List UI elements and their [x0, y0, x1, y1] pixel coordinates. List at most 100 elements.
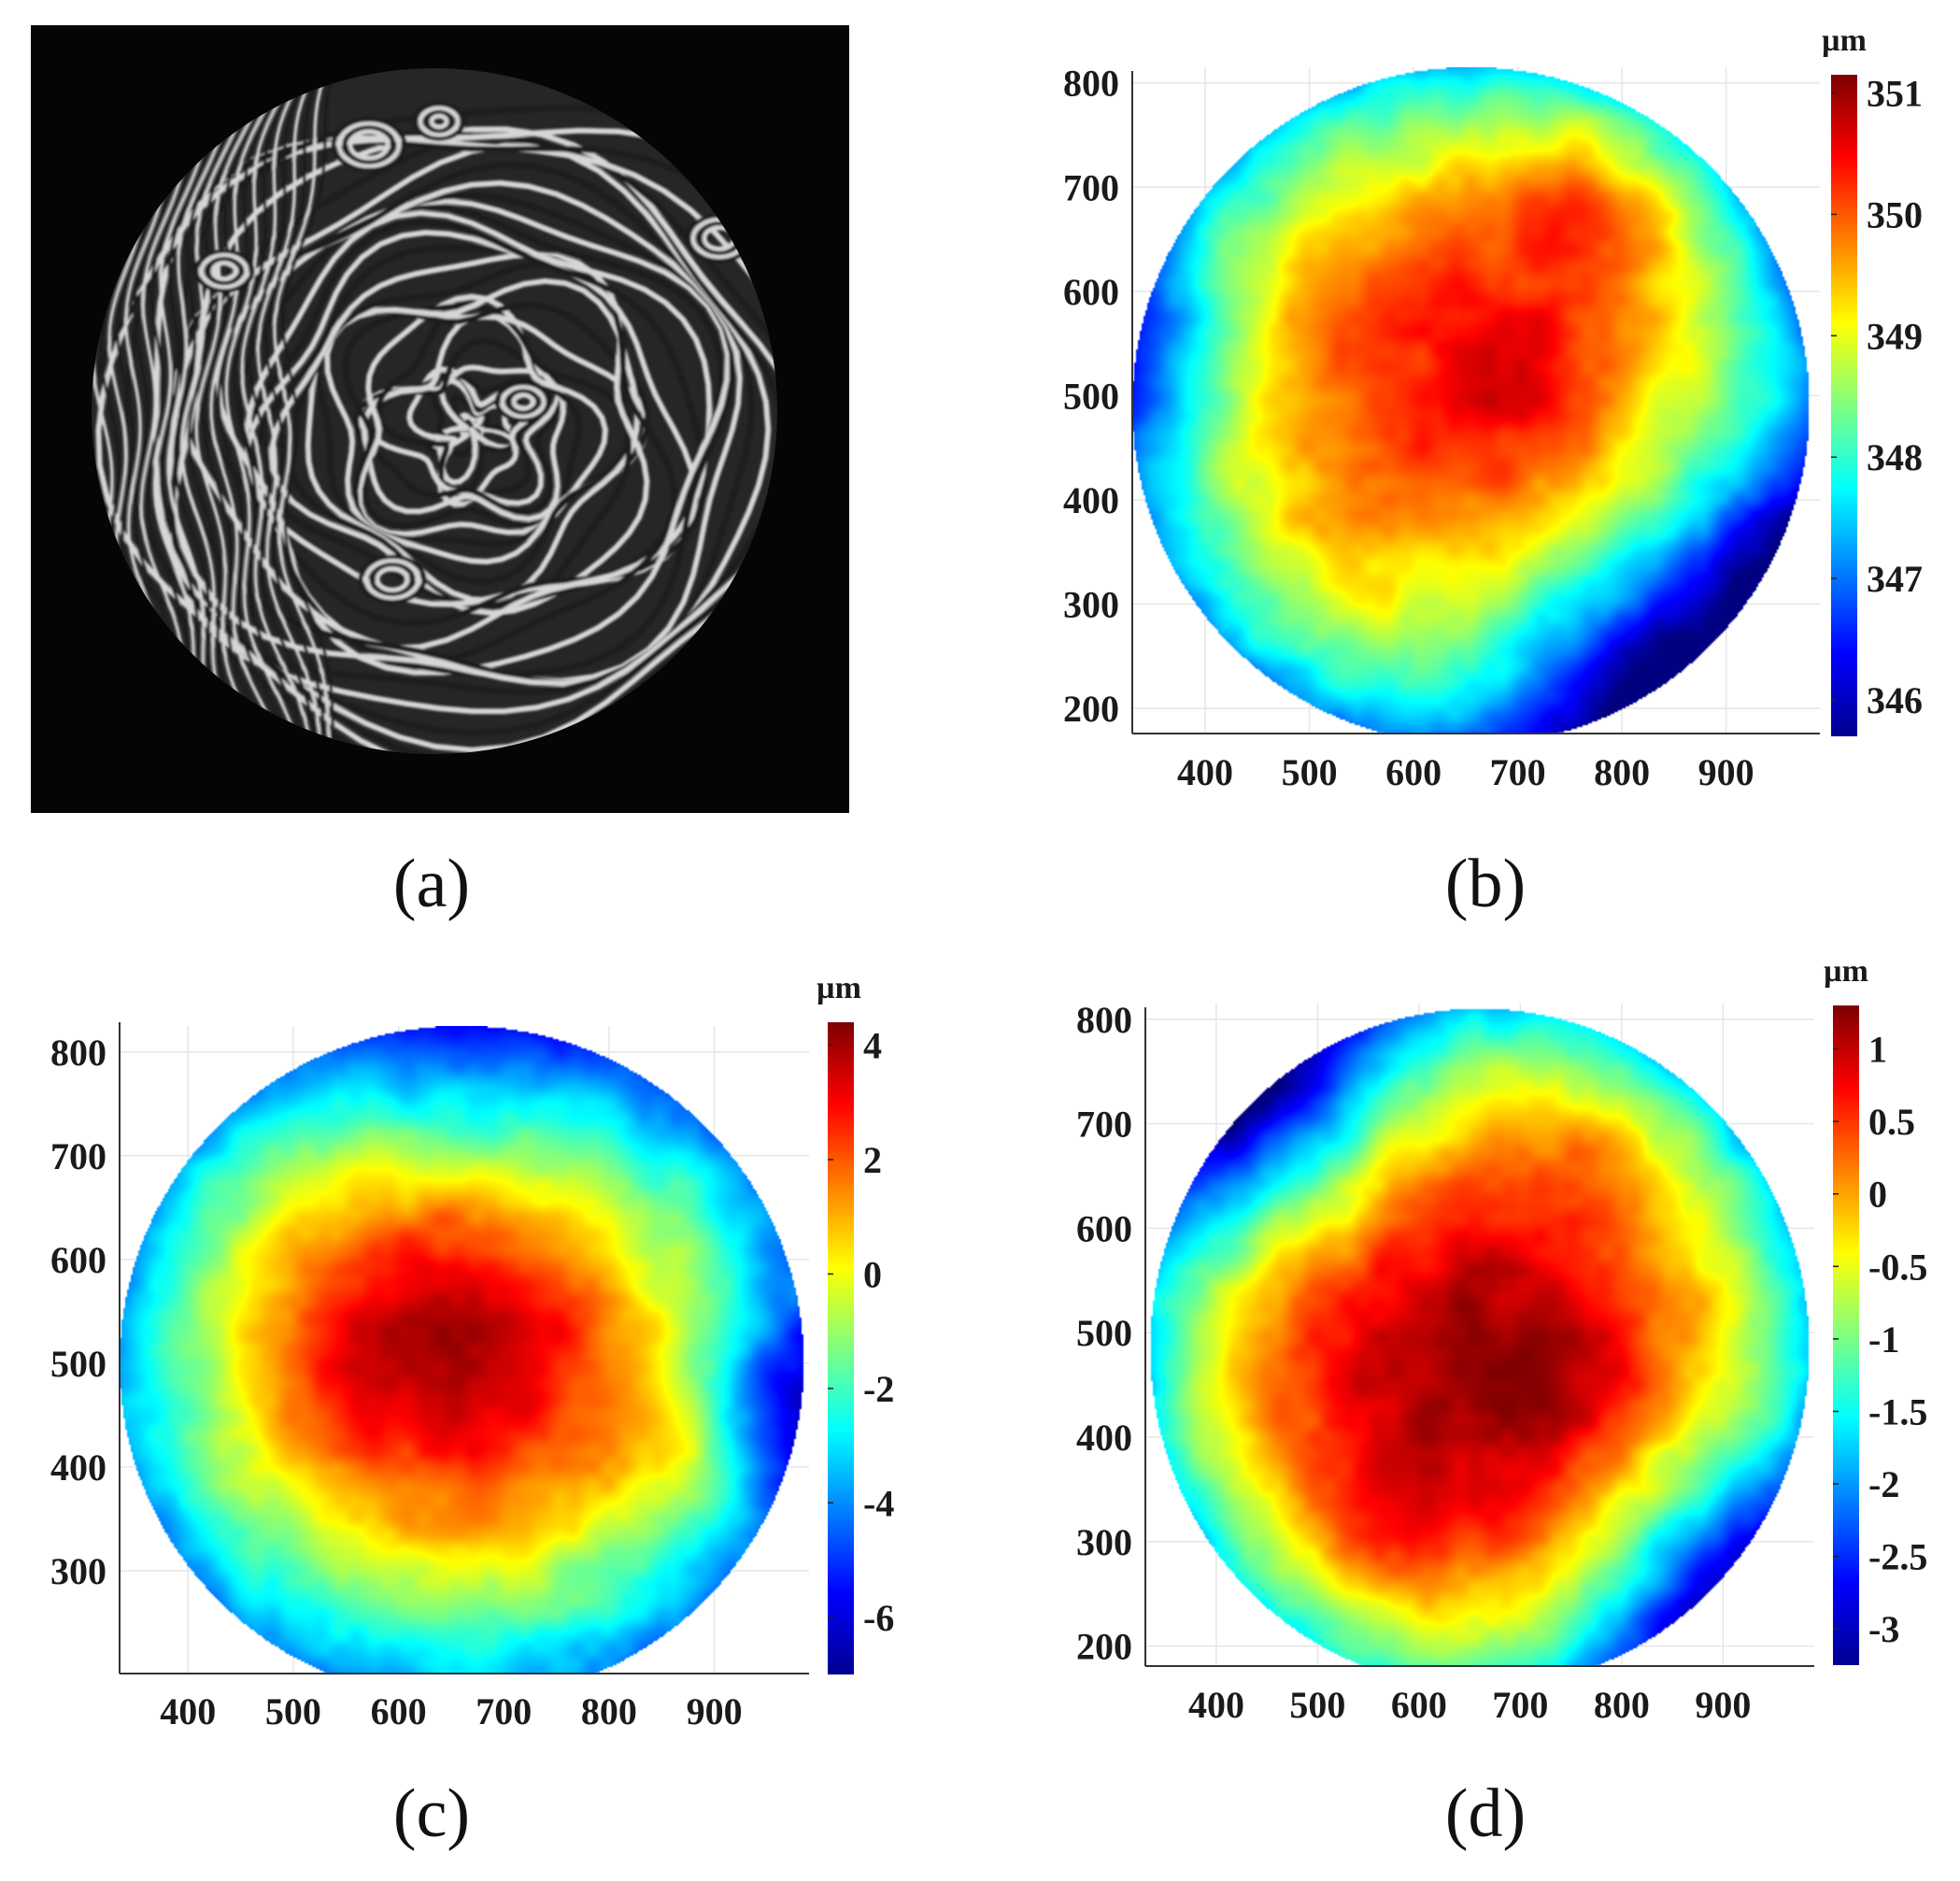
colorbar-tick-label: -2 — [863, 1368, 894, 1410]
fringe-loop — [375, 566, 410, 592]
colorbar-tick-label: -3 — [1868, 1608, 1899, 1650]
x-tick-label: 500 — [1289, 1684, 1345, 1726]
colorbar-tick-label: -1.5 — [1868, 1390, 1927, 1432]
x-tick-label: 700 — [1492, 1684, 1548, 1726]
panel-d-heat-surface — [1145, 1004, 1814, 1667]
fringe-loop — [369, 563, 416, 596]
panel-a-caption: (a) — [393, 846, 470, 922]
edge-fringe — [159, 68, 224, 753]
y-tick-label: 400 — [50, 1446, 107, 1489]
fringe-band — [305, 278, 640, 604]
edge-fringe — [232, 68, 307, 753]
colorbar-tick-label: -2.5 — [1868, 1536, 1927, 1578]
fringe-band — [376, 371, 553, 503]
fringe-band — [353, 337, 564, 515]
x-tick-label: 800 — [1594, 1684, 1650, 1726]
fringe-band — [215, 198, 731, 676]
panel-d-y-ticks: 200 300 400 500 600 700 800 — [1076, 999, 1132, 1668]
colorbar-tick-label: 0 — [863, 1253, 882, 1295]
y-tick-label: 400 — [1076, 1417, 1132, 1459]
panel-c-colorbar-ticks: -6 -4 -2 0 2 4 — [828, 1024, 894, 1639]
panel-c-heat-surface — [120, 1026, 809, 1674]
y-tick-label: 200 — [1076, 1626, 1132, 1668]
panel-c-heatmap: 400 500 600 700 800 900 300 400 500 600 700 800 -6… — [50, 971, 894, 1852]
fringe-loop — [429, 113, 449, 130]
x-tick-label: 400 — [1188, 1684, 1244, 1726]
edge-fringe — [173, 68, 245, 753]
edge-fringe — [180, 68, 255, 753]
colorbar-tick-label: -2 — [1868, 1463, 1899, 1505]
fringe-band — [153, 135, 777, 753]
panel-b-colorbar-unit: µm — [1822, 23, 1867, 58]
fringe-loop — [193, 249, 255, 293]
fringe-loop — [210, 261, 238, 281]
edge-fringe — [248, 68, 318, 753]
x-tick-label: 800 — [581, 1690, 637, 1732]
panel-b-caption: (b) — [1445, 846, 1526, 922]
fringe-band — [324, 307, 649, 565]
panel-d-colorbar-ticks: -3 -2.5 -2 -1.5 -1 -0.5 0 0.5 1 — [1833, 1029, 1927, 1650]
y-tick-label: 700 — [1076, 1104, 1132, 1146]
y-tick-label: 700 — [50, 1135, 107, 1177]
y-tick-label: 500 — [50, 1343, 107, 1385]
fringe-band — [244, 210, 713, 651]
panel-d-x-ticks: 400 500 600 700 800 900 — [1188, 1684, 1751, 1726]
panel-b-colorbar — [1831, 75, 1857, 736]
colorbar-tick-label: 1 — [1868, 1029, 1887, 1071]
panel-c-colorbar-unit: µm — [817, 971, 861, 1005]
edge-fringe — [256, 68, 322, 753]
y-tick-label: 600 — [1076, 1207, 1132, 1249]
x-tick-label: 400 — [160, 1690, 216, 1732]
edge-fringe — [187, 68, 264, 753]
y-tick-label: 500 — [1063, 375, 1119, 417]
y-tick-label: 600 — [50, 1239, 107, 1281]
panel-c-caption: (c) — [393, 1775, 470, 1852]
edge-fringe — [139, 68, 195, 753]
panel-d-caption: (d) — [1445, 1775, 1526, 1852]
panel-b-x-ticks: 400 500 600 700 800 900 — [1177, 751, 1754, 793]
fringe-band — [314, 302, 650, 585]
y-tick-label: 200 — [1063, 688, 1119, 730]
y-tick-label: 800 — [1063, 63, 1119, 105]
colorbar-tick-label: 348 — [1867, 436, 1923, 478]
colorbar-tick-label: -0.5 — [1868, 1246, 1927, 1288]
x-tick-label: 600 — [371, 1690, 427, 1732]
fringe-loop — [494, 380, 552, 423]
edge-fringe — [264, 68, 327, 753]
y-tick-label: 800 — [1076, 999, 1132, 1041]
fringe-loop — [348, 129, 391, 161]
colorbar-tick-label: 0.5 — [1868, 1101, 1915, 1143]
y-tick-label: 300 — [50, 1550, 107, 1592]
y-tick-label: 700 — [1063, 166, 1119, 208]
panel-d-axes — [1144, 1007, 1814, 1667]
fringe-band — [169, 131, 777, 736]
colorbar-tick-label: -4 — [863, 1482, 894, 1524]
x-tick-label: 400 — [1177, 751, 1233, 793]
y-tick-label: 800 — [50, 1032, 107, 1074]
panel-b-axes — [1131, 71, 1820, 734]
panel-d-heatmap: 400 500 600 700 800 900 200 300 400 500 600 700 800… — [1076, 954, 1927, 1852]
colorbar-tick-label: 351 — [1867, 72, 1923, 114]
fringe-band — [190, 192, 735, 677]
edge-fringe — [209, 68, 288, 753]
x-tick-label: 700 — [1490, 751, 1546, 793]
y-tick-label: 500 — [1076, 1312, 1132, 1354]
panel-b-heatmap: 400 500 600 700 800 900 200 300 400 500 600 700 800… — [1063, 23, 1923, 922]
panel-c-axes — [119, 1022, 809, 1674]
panel-b-colorbar-ticks: 346 347 348 349 350 351 — [1831, 72, 1923, 721]
fringe-loop — [363, 558, 421, 601]
colorbar-tick-label: -1 — [1868, 1318, 1899, 1361]
y-tick-label: 600 — [1063, 271, 1119, 313]
y-tick-label: 300 — [1063, 584, 1119, 626]
colorbar-tick-label: 4 — [863, 1024, 882, 1066]
fringe-loop — [342, 125, 396, 164]
colorbar-tick-label: 347 — [1867, 558, 1923, 600]
panel-d-colorbar — [1833, 1005, 1859, 1665]
colorbar-tick-label: -6 — [863, 1597, 894, 1639]
fringe-band — [406, 366, 540, 507]
colorbar-tick-label: 2 — [863, 1139, 882, 1181]
fringe-loop — [418, 106, 461, 137]
colorbar-tick-label: 349 — [1867, 315, 1923, 357]
x-tick-label: 900 — [1695, 1684, 1751, 1726]
panel-b-heat-surface — [1132, 67, 1820, 734]
